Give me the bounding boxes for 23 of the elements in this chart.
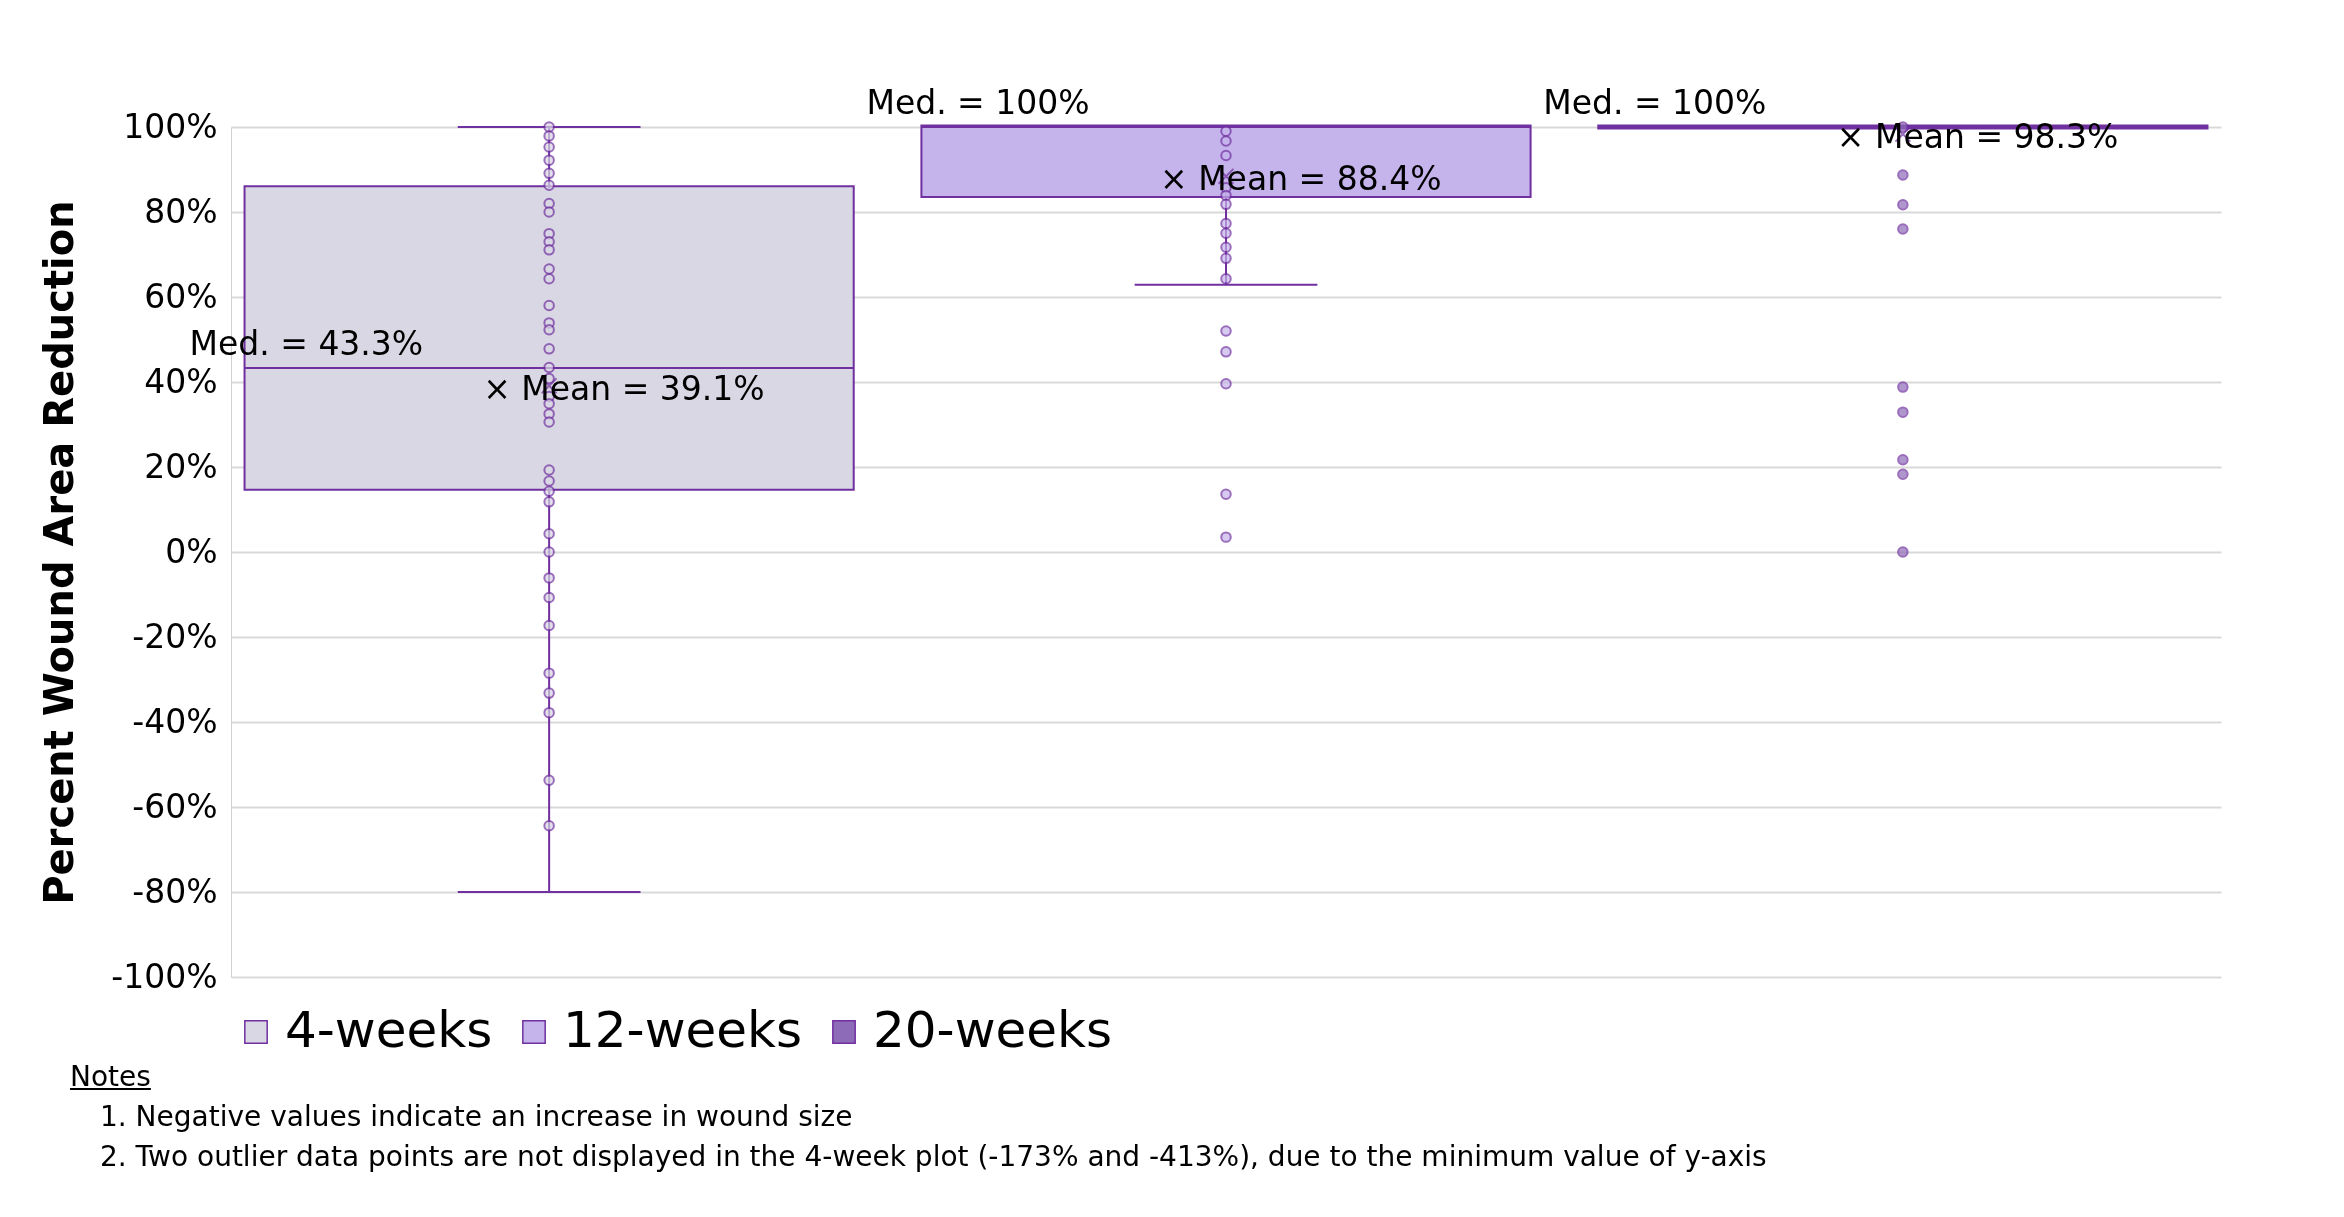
y-tick-label: 60%: [144, 276, 218, 316]
text: Med. = 100%: [1543, 83, 1767, 122]
y-tick-label: 100%: [123, 106, 218, 146]
text: Med. = 100%: [866, 83, 1090, 122]
y-tick-label: -40%: [132, 701, 218, 741]
y-tick-label: -100%: [111, 956, 218, 996]
text: Notes: [70, 1060, 151, 1093]
legend-label: 4-weeks: [285, 1001, 493, 1059]
legend-label: 20-weeks: [873, 1001, 1113, 1059]
y-tick-label: 20%: [144, 446, 218, 486]
text: 2. Two outlier data points are not displayed in the 4-week plot (-173% and -413%), due to the minimum value of y-axis: [99, 1139, 1768, 1175]
y-tick-label: 80%: [144, 191, 218, 231]
text: 1. Negative values indicate an increase in wound size: [99, 1099, 854, 1135]
y-tick-label: -60%: [132, 786, 218, 826]
annotation: × Mean = 88.4%: [1160, 159, 1442, 199]
y-tick-label: 0%: [165, 531, 218, 571]
legend-label: 12-weeks: [563, 1001, 803, 1059]
y-tick-label: 40%: [144, 361, 218, 401]
y-tick-label: -20%: [132, 616, 218, 656]
annotation: × Mean = 39.1%: [483, 368, 765, 408]
y-tick-label: -80%: [132, 871, 218, 911]
y-axis-title: Percent Wound Area Reduction: [36, 200, 83, 905]
annotation: × Mean = 98.3%: [1836, 117, 2119, 157]
